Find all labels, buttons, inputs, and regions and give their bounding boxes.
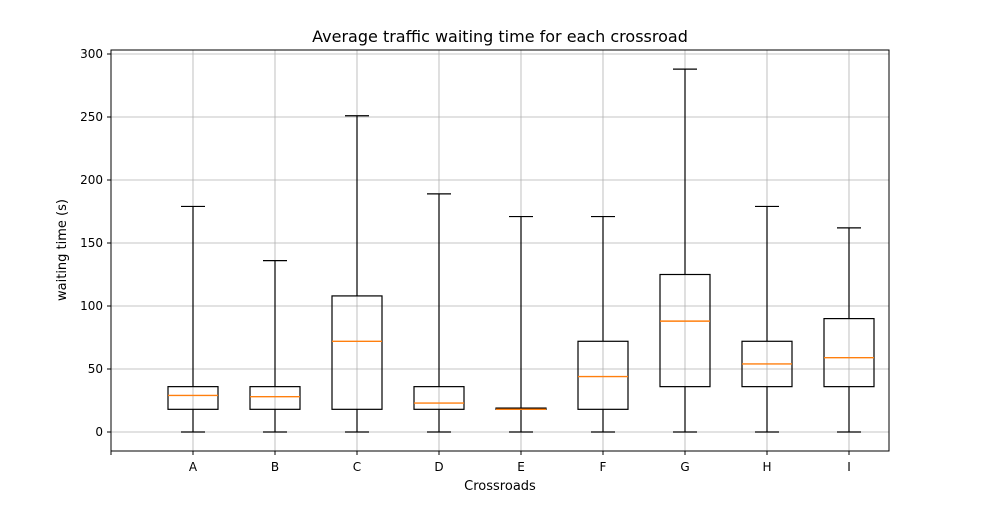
iqr-box <box>249 386 301 410</box>
x-axis-label: Crossroads <box>464 479 536 494</box>
boxes <box>167 68 875 433</box>
y-tick-label: 0 <box>95 425 103 439</box>
box-A <box>167 205 219 433</box>
iqr-box <box>331 295 383 410</box>
y-axis-label: waiting time (s) <box>55 199 70 301</box>
box-F <box>577 215 629 433</box>
box-I <box>823 227 875 433</box>
x-tick-label: F <box>600 460 607 474</box>
x-tick-label: G <box>680 460 689 474</box>
iqr-box <box>659 273 711 388</box>
x-tick-label: D <box>434 460 443 474</box>
x-tick-label: A <box>189 460 198 474</box>
y-tick-label: 300 <box>80 47 103 61</box>
iqr-box <box>167 386 219 410</box>
box-G <box>659 68 711 433</box>
box-D <box>413 193 465 433</box>
x-tick-label: E <box>517 460 525 474</box>
x-tick-label: B <box>271 460 279 474</box>
x-tick-label: C <box>353 460 361 474</box>
y-tick-label: 50 <box>88 362 103 376</box>
iqr-box <box>577 340 629 410</box>
x-tick-label: H <box>762 460 771 474</box>
box-H <box>741 205 793 433</box>
y-tick-label: 200 <box>80 173 103 187</box>
y-tick-label: 100 <box>80 299 103 313</box>
box-E <box>495 215 547 433</box>
chart-title: Average traffic waiting time for each cr… <box>312 27 688 46</box>
box-B <box>249 260 301 433</box>
x-tick-label: I <box>847 460 851 474</box>
box-C <box>331 115 383 433</box>
axes: 0 50 100 150 200 250 300 A B C D E F G H I <box>80 47 851 474</box>
grid <box>111 50 889 451</box>
iqr-box <box>823 318 875 388</box>
iqr-box <box>413 386 465 410</box>
y-tick-label: 250 <box>80 110 103 124</box>
y-tick-label: 150 <box>80 236 103 250</box>
plot-frame <box>110 49 890 452</box>
